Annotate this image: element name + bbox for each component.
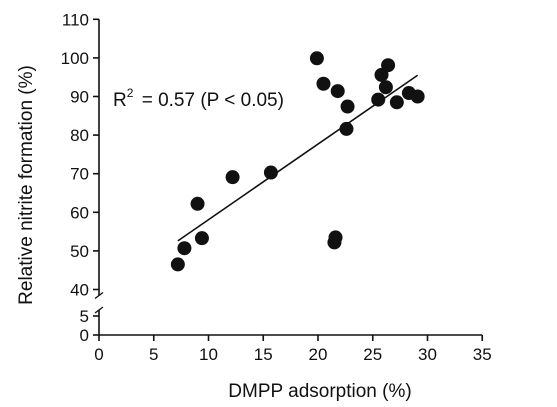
axes — [94, 19, 483, 336]
x-tick-label: 25 — [363, 345, 382, 364]
data-points — [170, 51, 425, 272]
y-tick-label: 40 — [70, 281, 89, 300]
y-tick-label: 5 — [80, 307, 89, 326]
data-point — [378, 80, 393, 95]
data-point — [316, 76, 331, 91]
y-axis-break-mark — [94, 291, 104, 300]
x-tick-label: 15 — [254, 345, 273, 364]
data-point — [225, 170, 240, 185]
x-tick-label: 5 — [149, 345, 158, 364]
y-axis-break-mark — [94, 306, 104, 314]
data-point — [177, 241, 192, 256]
data-point — [263, 165, 278, 180]
x-tick-label: 20 — [309, 345, 328, 364]
y-tick-label: 0 — [80, 326, 89, 345]
data-point — [190, 196, 205, 211]
x-axis-title: DMPP adsorption (%) — [228, 381, 411, 402]
y-tick-label: 100 — [61, 49, 89, 68]
data-point — [371, 92, 386, 107]
x-tick-label: 35 — [473, 345, 492, 364]
y-tick-label: 50 — [70, 242, 89, 261]
data-point — [340, 99, 355, 114]
r-squared-letter: R — [113, 90, 127, 111]
data-point — [330, 84, 345, 99]
y-tick-label: 90 — [70, 88, 89, 107]
data-point — [410, 89, 425, 104]
y-tick-label: 60 — [70, 203, 89, 222]
y-tick-label: 70 — [70, 165, 89, 184]
data-point — [170, 257, 185, 272]
y-tick-label: 110 — [62, 10, 89, 29]
x-tick-label: 30 — [418, 345, 437, 364]
x-tick-label: 0 — [94, 345, 103, 364]
data-point — [381, 58, 396, 73]
r-squared-superscript: 2 — [127, 86, 134, 100]
data-point — [194, 231, 209, 246]
x-tick-label: 10 — [199, 345, 218, 364]
data-point — [328, 230, 343, 245]
data-point — [309, 51, 324, 66]
r-squared-annotation: R2 = 0.57 (P < 0.05) — [113, 86, 284, 111]
r-squared-value: = 0.57 (P < 0.05) — [136, 90, 284, 111]
data-point — [339, 121, 354, 136]
data-point — [389, 95, 404, 110]
y-tick-label: 80 — [70, 126, 89, 145]
y-axis-title: Relative nitrite formation (%) — [16, 65, 37, 305]
